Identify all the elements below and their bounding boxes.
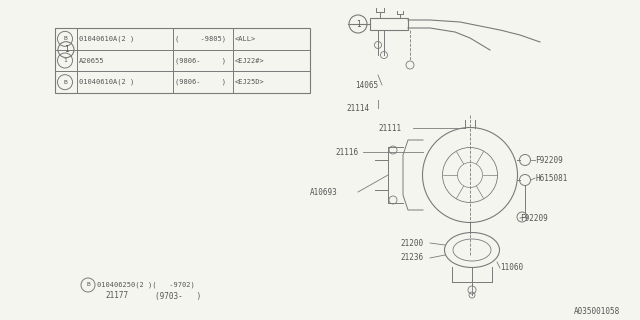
Text: 1: 1 [64, 45, 68, 54]
Text: 1: 1 [356, 20, 360, 28]
Text: A10693: A10693 [310, 188, 338, 196]
Text: (     -9805): ( -9805) [175, 36, 226, 42]
Text: 01040610A(2 ): 01040610A(2 ) [79, 36, 134, 42]
Text: A035001058: A035001058 [573, 308, 620, 316]
Text: <ALL>: <ALL> [235, 36, 256, 42]
Text: <EJ22#>: <EJ22#> [235, 58, 265, 63]
Text: 01040610A(2 ): 01040610A(2 ) [79, 79, 134, 85]
Text: H615081: H615081 [535, 173, 568, 182]
Text: 1: 1 [63, 58, 67, 63]
Text: B: B [63, 36, 67, 41]
Text: B: B [63, 80, 67, 85]
Bar [55, 28, 310, 93]
Text: B: B [86, 283, 90, 287]
Text: 14065: 14065 [355, 81, 378, 90]
Text: F92209: F92209 [535, 156, 563, 164]
Bar [370, 18, 408, 30]
Text: (9703-   ): (9703- ) [155, 292, 201, 300]
Text: 010406250(2 )(   -9702): 010406250(2 )( -9702) [97, 282, 195, 288]
Text: 11060: 11060 [500, 263, 523, 273]
Text: 21200: 21200 [400, 238, 423, 247]
Text: 21177: 21177 [105, 292, 128, 300]
Text: (9806-     ): (9806- ) [175, 57, 226, 64]
Text: F92209: F92209 [520, 213, 548, 222]
Text: (9806-     ): (9806- ) [175, 79, 226, 85]
Text: <EJ25D>: <EJ25D> [235, 79, 265, 85]
Text: 21111: 21111 [378, 124, 401, 132]
Text: A20655: A20655 [79, 58, 104, 63]
Text: 21114: 21114 [346, 103, 369, 113]
Text: 21116: 21116 [335, 148, 358, 156]
Text: 21236: 21236 [400, 253, 423, 262]
